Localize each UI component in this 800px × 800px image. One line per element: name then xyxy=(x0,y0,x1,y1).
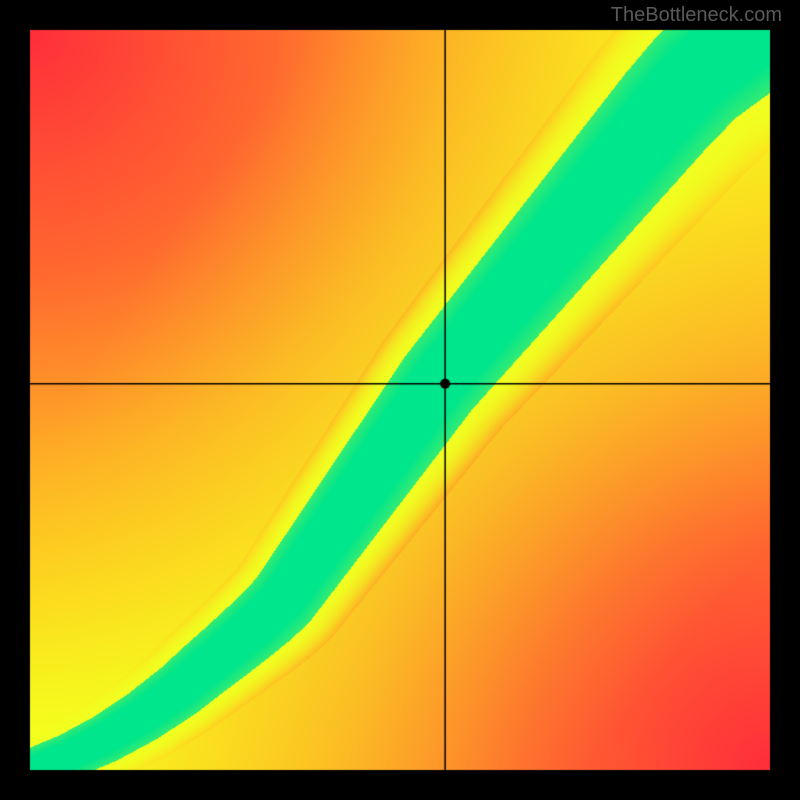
chart-container: TheBottleneck.com xyxy=(0,0,800,800)
bottleneck-heatmap xyxy=(0,0,800,800)
watermark-text: TheBottleneck.com xyxy=(611,4,782,27)
